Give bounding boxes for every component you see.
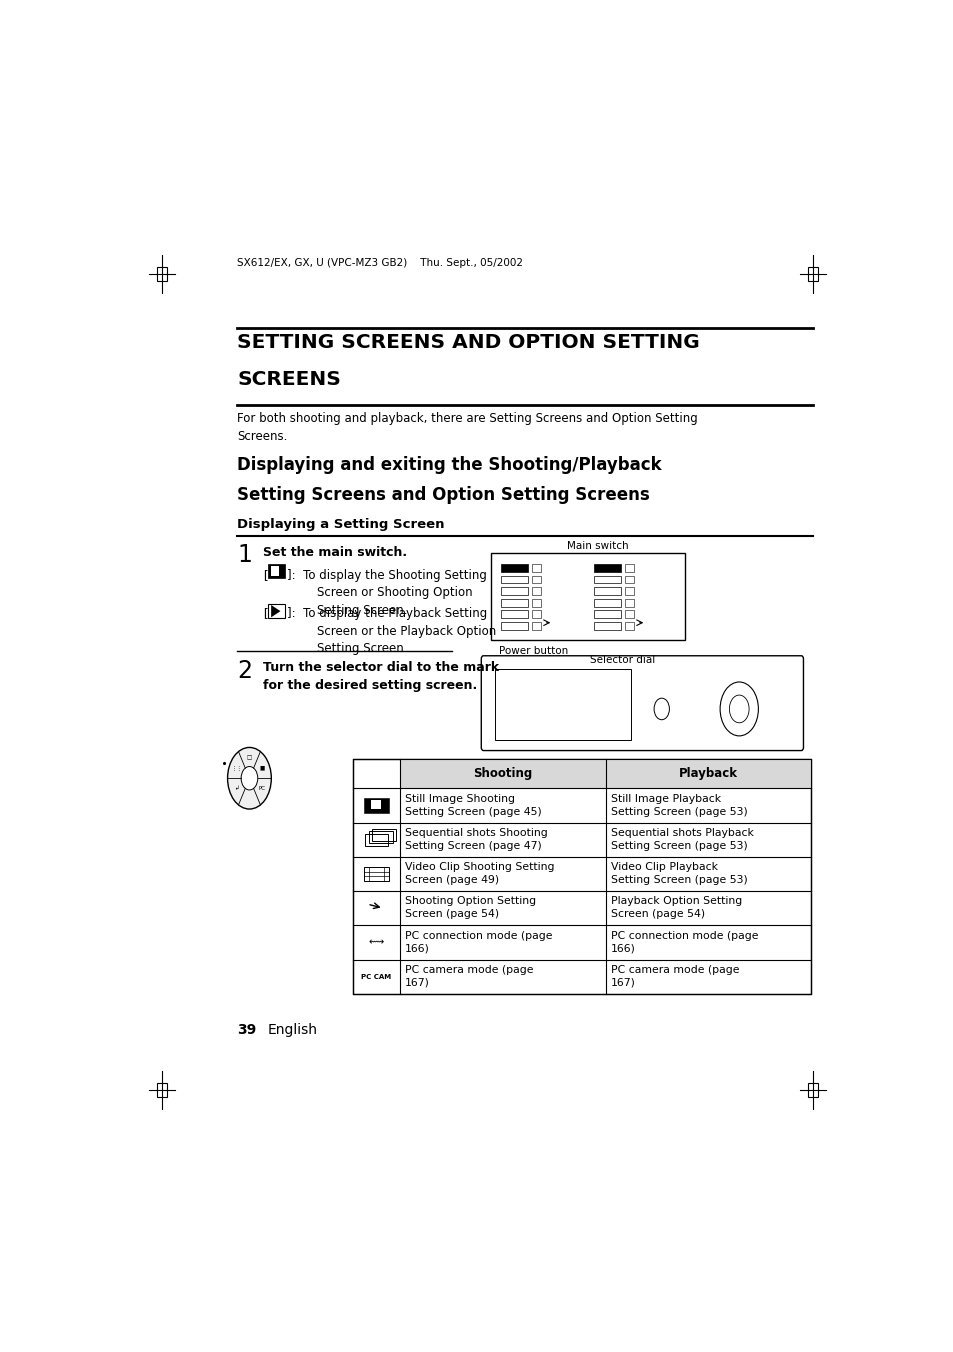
Bar [500, 622, 527, 630]
Text: SCREENS: SCREENS [236, 370, 340, 389]
Bar [531, 576, 540, 584]
Text: Selector dial: Selector dial [590, 654, 655, 665]
Bar [531, 610, 540, 618]
Bar [593, 622, 620, 630]
Bar [500, 576, 527, 584]
Text: PC connection mode (page
166): PC connection mode (page 166) [405, 930, 552, 953]
Text: Displaying and exiting the Shooting/Playback: Displaying and exiting the Shooting/Play… [236, 457, 661, 475]
Bar [531, 564, 540, 572]
Bar [491, 553, 684, 639]
Text: ⋮⋮: ⋮⋮ [231, 765, 242, 771]
Text: Main switch: Main switch [567, 541, 628, 552]
Bar [624, 576, 633, 584]
Bar [500, 587, 527, 595]
Text: 39: 39 [236, 1023, 256, 1037]
Bar [593, 564, 620, 572]
Bar [500, 610, 527, 618]
Bar [353, 758, 810, 994]
Text: PC CAM: PC CAM [361, 973, 391, 980]
Bar [365, 834, 388, 846]
Text: Still Image Shooting
Setting Screen (page 45): Still Image Shooting Setting Screen (pag… [405, 794, 541, 817]
Text: Turn the selector dial to the mark
for the desired setting screen.: Turn the selector dial to the mark for t… [262, 661, 498, 692]
Bar [593, 576, 620, 584]
Text: 2: 2 [236, 658, 252, 683]
Text: Power button: Power button [498, 646, 568, 656]
Text: Playback: Playback [679, 767, 738, 780]
Bar [531, 599, 540, 607]
Bar [531, 587, 540, 595]
Bar [593, 587, 620, 595]
Bar [624, 622, 633, 630]
Text: PC camera mode (page
167): PC camera mode (page 167) [610, 965, 739, 988]
Bar [624, 564, 633, 572]
Bar [369, 830, 393, 842]
Text: PC camera mode (page
167): PC camera mode (page 167) [405, 965, 533, 988]
Text: [: [ [261, 607, 269, 621]
Text: Shooting: Shooting [473, 767, 532, 780]
Bar [495, 669, 630, 740]
Text: PC connection mode (page
166): PC connection mode (page 166) [610, 930, 758, 953]
Bar [624, 599, 633, 607]
Text: ⇜⇝: ⇜⇝ [368, 937, 384, 948]
Bar [593, 610, 620, 618]
Bar [624, 587, 633, 595]
Text: [: [ [261, 569, 269, 581]
Text: ↲: ↲ [234, 787, 238, 791]
Bar [157, 268, 167, 281]
Bar [593, 599, 620, 607]
Bar [531, 622, 540, 630]
Bar [371, 800, 381, 808]
Bar [807, 268, 817, 281]
Polygon shape [271, 604, 280, 618]
Text: SX612/EX, GX, U (VPC-MZ3 GB2)    Thu. Sept., 05/2002: SX612/EX, GX, U (VPC-MZ3 GB2) Thu. Sept.… [236, 258, 522, 269]
Text: 1: 1 [236, 544, 252, 568]
Bar [268, 564, 285, 579]
Bar [268, 604, 285, 618]
Text: □: □ [247, 754, 252, 760]
Bar [500, 599, 527, 607]
Text: Displaying a Setting Screen: Displaying a Setting Screen [236, 518, 444, 531]
Text: Shooting Option Setting
Screen (page 54): Shooting Option Setting Screen (page 54) [405, 896, 536, 919]
Text: ]:  To display the Playback Setting
        Screen or the Playback Option
      : ]: To display the Playback Setting Scree… [286, 607, 496, 656]
Bar [271, 566, 278, 576]
Text: Still Image Playback
Setting Screen (page 53): Still Image Playback Setting Screen (pag… [610, 794, 747, 817]
Text: ■: ■ [259, 765, 265, 771]
Bar [807, 1083, 817, 1096]
Text: PC: PC [258, 787, 266, 791]
Text: ]:  To display the Shooting Setting
        Screen or Shooting Option
        Se: ]: To display the Shooting Setting Scree… [286, 569, 486, 617]
Text: Set the main switch.: Set the main switch. [262, 546, 406, 558]
Bar [363, 798, 389, 813]
Text: English: English [268, 1023, 317, 1037]
Circle shape [228, 748, 271, 808]
Bar [372, 829, 395, 841]
Text: Setting Screens and Option Setting Screens: Setting Screens and Option Setting Scree… [236, 485, 649, 504]
Bar [363, 867, 389, 882]
Bar [157, 1083, 167, 1096]
Text: Video Clip Shooting Setting
Screen (page 49): Video Clip Shooting Setting Screen (page… [405, 863, 554, 886]
Bar [624, 610, 633, 618]
Text: Sequential shots Shooting
Setting Screen (page 47): Sequential shots Shooting Setting Screen… [405, 827, 547, 850]
Circle shape [241, 767, 257, 790]
Bar [399, 758, 810, 788]
Text: Sequential shots Playback
Setting Screen (page 53): Sequential shots Playback Setting Screen… [610, 827, 753, 850]
Text: Video Clip Playback
Setting Screen (page 53): Video Clip Playback Setting Screen (page… [610, 863, 747, 886]
Text: Playback Option Setting
Screen (page 54): Playback Option Setting Screen (page 54) [610, 896, 741, 919]
Text: SETTING SCREENS AND OPTION SETTING: SETTING SCREENS AND OPTION SETTING [236, 333, 700, 352]
Text: For both shooting and playback, there are Setting Screens and Option Setting
Scr: For both shooting and playback, there ar… [236, 412, 697, 443]
Bar [500, 564, 527, 572]
